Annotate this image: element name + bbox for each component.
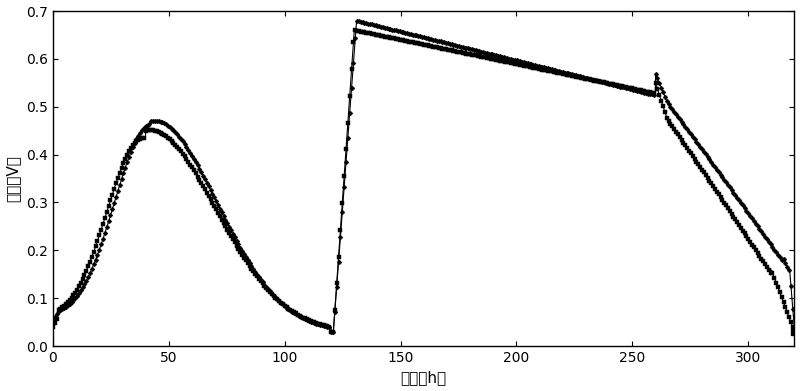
- Y-axis label: 电压（V）: 电压（V）: [6, 155, 21, 202]
- X-axis label: 时间（h）: 时间（h）: [401, 370, 446, 386]
